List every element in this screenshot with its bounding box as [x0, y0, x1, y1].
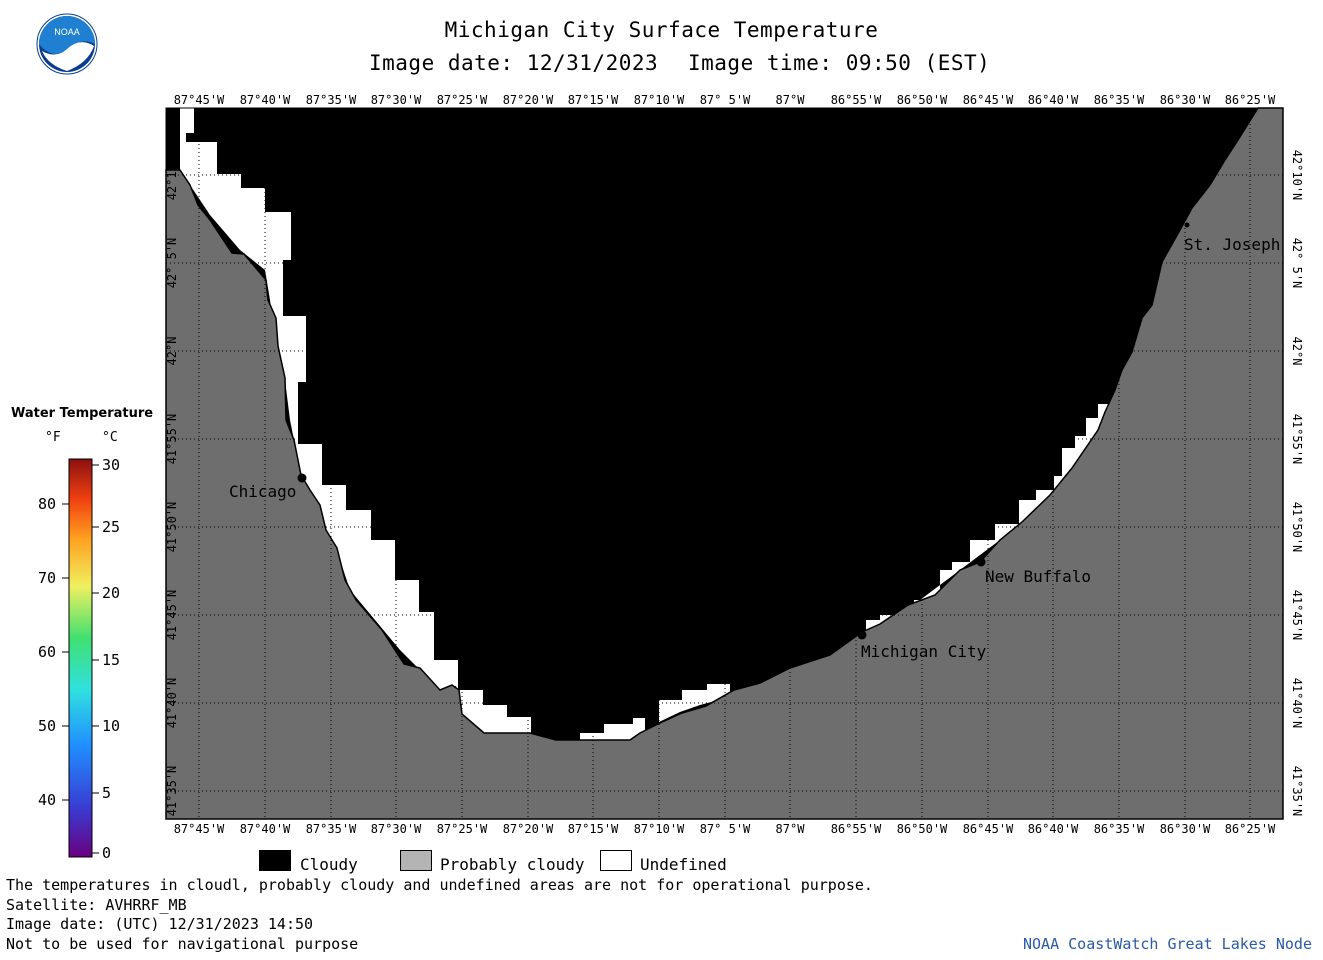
lon-tick-bottom: 87°45'W	[173, 822, 225, 836]
lon-tick-top: 87°25'W	[436, 93, 488, 107]
undefined-area-south	[580, 718, 645, 741]
lon-tick-top: 87°20'W	[502, 93, 554, 107]
lon-tick-bottom: 86°45'W	[962, 822, 1014, 836]
image-date: Image date: 12/31/2023	[369, 51, 659, 75]
lat-tick-left: 41°45'N	[165, 589, 179, 641]
undefined-area-west	[180, 108, 531, 733]
lon-tick-top: 87°40'W	[239, 93, 291, 107]
lon-tick-bottom: 87°25'W	[436, 822, 488, 836]
colorbar-c-tick: 5	[102, 784, 112, 802]
lon-tick-top: 87°45'W	[173, 93, 225, 107]
lat-tick-right: 42°10'N	[1290, 149, 1304, 201]
colorbar-unit-c: °C	[102, 430, 118, 445]
land-west	[165, 107, 1284, 820]
map-title: Michigan City Surface Temperature	[444, 18, 879, 42]
lon-tick-bottom: 86°50'W	[896, 822, 948, 836]
lon-tick-bottom: 87°10'W	[633, 822, 685, 836]
colorbar-c-tick: 0	[102, 844, 112, 862]
lat-tick-right: 41°40'N	[1290, 677, 1304, 729]
image-time: Image time: 09:50 (EST)	[688, 51, 991, 75]
lon-tick-bottom: 86°25'W	[1224, 822, 1276, 836]
map-frame	[165, 107, 1284, 820]
lon-tick-top: 87°15'W	[567, 93, 619, 107]
footer-credit: NOAA CoastWatch Great Lakes Node	[1023, 935, 1312, 953]
lon-tick-bottom: 87°35'W	[305, 822, 357, 836]
lon-tick-bottom: 87°30'W	[370, 822, 422, 836]
legend-swatch-cloudy	[259, 850, 291, 871]
legend-label-probably-cloudy: Probably cloudy	[440, 855, 585, 874]
colorbar-f-tick: 70	[38, 569, 57, 587]
colorbar-f-tick: 50	[38, 717, 57, 735]
footer-navigation-warning: Not to be used for navigational purpose	[6, 935, 359, 953]
colorbar-c-tick: 15	[102, 651, 121, 669]
colorbar-f-tick: 80	[38, 495, 57, 513]
legend-label-cloudy: Cloudy	[300, 855, 358, 874]
colorbar-f-tick: 60	[38, 643, 57, 661]
lat-tick-left: 42°N	[165, 336, 179, 366]
lat-tick-right: 41°50'N	[1290, 501, 1304, 553]
lat-tick-left: 41°40'N	[165, 677, 179, 729]
lat-tick-left: 41°55'N	[165, 413, 179, 465]
lon-tick-bottom: 87°20'W	[502, 822, 554, 836]
lon-tick-top: 87°35'W	[305, 93, 357, 107]
lon-tick-top: 86°35'W	[1093, 93, 1145, 107]
colorbar-ticks	[62, 464, 99, 854]
chicago-marker	[297, 473, 307, 483]
legend-label-undefined: Undefined	[640, 855, 727, 874]
lon-tick-bottom: 86°40'W	[1027, 822, 1079, 836]
lat-tick-right: 42°N	[1290, 336, 1304, 366]
lon-tick-bottom: 87° 5'W	[699, 822, 751, 836]
lat-tick-right: 41°35'N	[1290, 765, 1304, 817]
lon-tick-top: 87°10'W	[633, 93, 685, 107]
michigan-city-marker	[857, 630, 867, 640]
lon-tick-bottom: 87°40'W	[239, 822, 291, 836]
lon-tick-bottom: 86°30'W	[1159, 822, 1211, 836]
colorbar-title: Water Temperature	[11, 406, 154, 421]
st-joseph-marker	[1184, 222, 1190, 228]
graticule	[166, 108, 1283, 819]
lon-tick-top: 86°30'W	[1159, 93, 1211, 107]
colorbar-c-tick: 20	[102, 584, 121, 602]
lon-tick-top: 86°50'W	[896, 93, 948, 107]
lat-tick-left: 42°10'N	[165, 149, 179, 201]
legend-swatch-probably-cloudy	[400, 850, 432, 871]
legend-swatch-undefined	[600, 850, 632, 871]
place-label-michigan-city: Michigan City	[861, 642, 987, 661]
place-label-new-buffalo: New Buffalo	[985, 567, 1091, 586]
colorbar-unit-f: °F	[45, 430, 61, 445]
place-label-chicago: Chicago	[229, 482, 297, 501]
lon-tick-top: 86°25'W	[1224, 93, 1276, 107]
lon-tick-top: 86°45'W	[962, 93, 1014, 107]
footer-satellite: Satellite: AVHRRF_MB	[6, 896, 187, 914]
lon-tick-top: 86°55'W	[830, 93, 882, 107]
lat-tick-right: 42° 5'N	[1290, 237, 1304, 289]
colorbar-c-tick: 30	[102, 456, 121, 474]
lat-tick-right: 41°45'N	[1290, 589, 1304, 641]
colorbar-f-tick: 40	[38, 791, 57, 809]
noaa-logo-icon: NOAA	[36, 13, 98, 75]
colorbar-gradient	[68, 458, 93, 858]
lon-tick-bottom: 87°W	[775, 822, 805, 836]
footer-disclaimer: The temperatures in cloudl, probably clo…	[6, 876, 873, 894]
new-buffalo-marker	[976, 557, 986, 567]
lon-tick-top: 87°30'W	[370, 93, 422, 107]
lon-tick-bottom: 86°55'W	[830, 822, 882, 836]
lon-tick-top: 87° 5'W	[699, 93, 751, 107]
colorbar-c-tick: 25	[102, 518, 121, 536]
lon-tick-top: 86°40'W	[1027, 93, 1079, 107]
lat-tick-right: 41°55'N	[1290, 413, 1304, 465]
place-label-st-joseph: St. Joseph	[1184, 235, 1281, 254]
colorbar-c-tick: 10	[102, 717, 121, 735]
lat-tick-left: 42° 5'N	[165, 237, 179, 289]
logo-text: NOAA	[54, 27, 80, 37]
lon-tick-bottom: 86°35'W	[1093, 822, 1145, 836]
footer-utc-date: Image date: (UTC) 12/31/2023 14:50	[6, 915, 314, 933]
lon-tick-top: 87°W	[775, 93, 805, 107]
lat-tick-left: 41°50'N	[165, 501, 179, 553]
lon-tick-bottom: 87°15'W	[567, 822, 619, 836]
lat-tick-left: 41°35'N	[165, 765, 179, 817]
